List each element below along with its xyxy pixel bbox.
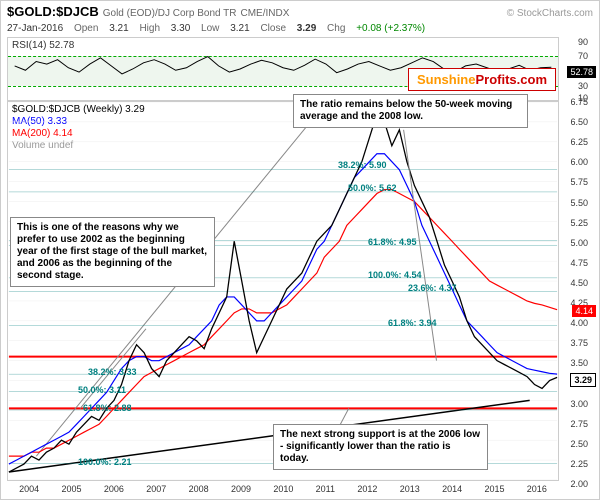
- open-label: Open: [74, 23, 98, 34]
- chg-label: Chg: [327, 23, 345, 34]
- fib-label: 50.0%: 3.11: [78, 385, 126, 395]
- exchange: CME/INDX: [241, 8, 290, 19]
- annotation-bottom: The next strong support is at the 2006 l…: [273, 424, 488, 470]
- attribution: © StockCharts.com: [507, 8, 593, 19]
- ticker-description: Gold (EOD)/DJ Corp Bond TR: [103, 8, 237, 19]
- fib-label: 61.8%: 3.94: [388, 318, 437, 328]
- chart-header: $GOLD:$DJCB Gold (EOD)/DJ Corp Bond TR C…: [1, 1, 599, 22]
- ma200-price-box: 4.14: [572, 305, 596, 317]
- annotation-top: The ratio remains below the 50-week movi…: [293, 94, 528, 128]
- ohlc-row: 27-Jan-2016 Open 3.21 High 3.30 Low 3.21…: [1, 22, 599, 35]
- close-price-box: 3.29: [570, 373, 596, 387]
- logo-sunshine: Sunshine: [417, 72, 476, 87]
- date: 27-Jan-2016: [7, 23, 63, 34]
- chart-container: $GOLD:$DJCB Gold (EOD)/DJ Corp Bond TR C…: [0, 0, 600, 500]
- low-label: Low: [201, 23, 219, 34]
- fib-label: 100.0%: 2.21: [78, 457, 132, 467]
- low-value: 3.21: [230, 23, 249, 34]
- logo-profits: Profits.com: [475, 72, 547, 87]
- main-chart-panel: $GOLD:$DJCB (Weekly) 3.29 MA(50) 3.33 MA…: [7, 101, 559, 481]
- close-value: 3.29: [297, 23, 316, 34]
- high-value: 3.30: [171, 23, 190, 34]
- chg-value: +0.08 (+2.37%): [356, 23, 425, 34]
- fib-label: 38.2%: 3.33: [88, 367, 137, 377]
- logo-box: SunshineProfits.com: [408, 68, 556, 91]
- fib-label: 50.0%: 5.62: [348, 183, 397, 193]
- x-axis: 2004200520062007200820092010201120122013…: [8, 484, 558, 494]
- close-label: Close: [260, 23, 286, 34]
- fib-label: 38.2%: 5.90: [338, 160, 387, 170]
- rsi-value-box: 52.78: [567, 66, 596, 78]
- ticker-symbol: $GOLD:$DJCB: [7, 4, 99, 19]
- fib-label: 61.8%: 2.88: [83, 403, 132, 413]
- high-label: High: [139, 23, 160, 34]
- fib-label: 100.0%: 4.54: [368, 270, 422, 280]
- fib-label: 23.6%: 4.37: [408, 283, 457, 293]
- rsi-panel: RSI(14) 52.78 9070503010 52.78 SunshineP…: [7, 37, 559, 101]
- annotation-left: This is one of the reasons why we prefer…: [10, 217, 215, 287]
- open-value: 3.21: [109, 23, 128, 34]
- fib-label: 61.8%: 4.95: [368, 237, 417, 247]
